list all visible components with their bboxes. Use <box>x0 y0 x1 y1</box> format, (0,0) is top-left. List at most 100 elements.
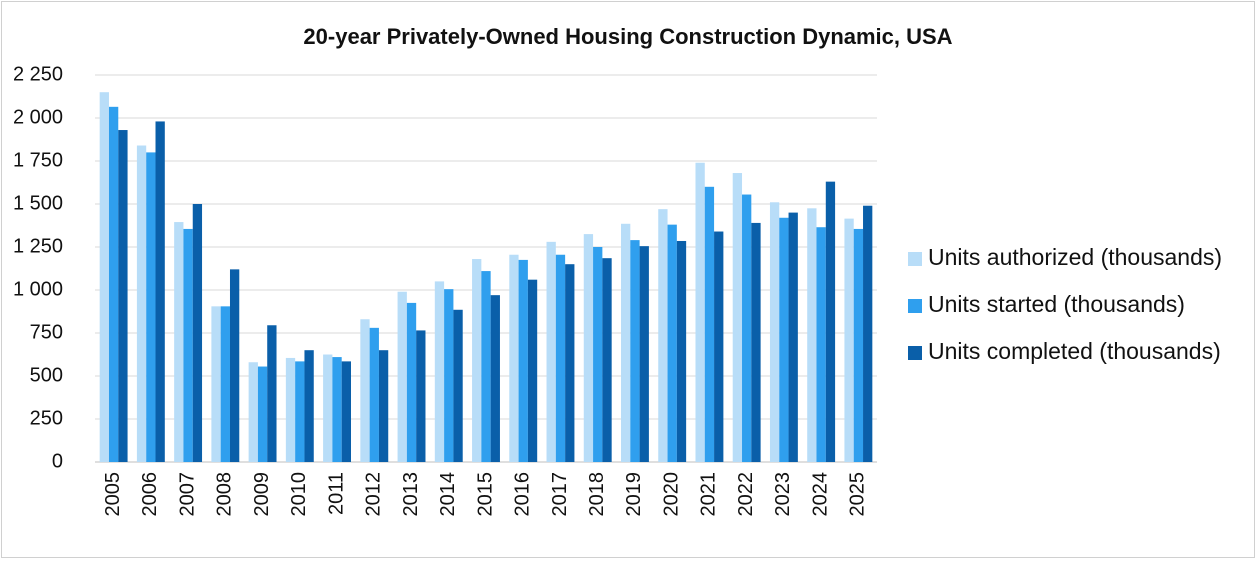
bar <box>676 240 687 462</box>
bar <box>369 327 379 462</box>
bar <box>295 361 305 462</box>
y-tick-label: 2 000 <box>13 106 63 128</box>
legend-marker <box>908 299 922 313</box>
bar <box>630 240 640 462</box>
x-tick-label: 2008 <box>214 472 236 517</box>
bar <box>527 279 538 462</box>
y-tick-label: 1 000 <box>13 278 63 300</box>
x-tick-label: 2012 <box>363 472 385 517</box>
bar <box>714 231 724 462</box>
x-tick-label: 2009 <box>251 472 273 517</box>
bar <box>490 295 500 462</box>
x-tick-label: 2020 <box>660 472 682 517</box>
x-tick-label: 2021 <box>698 472 720 517</box>
bar <box>639 246 649 462</box>
x-tick-label: 2011 <box>325 472 347 515</box>
bar <box>155 121 165 462</box>
bar <box>863 205 873 462</box>
x-tick-label: 2007 <box>176 472 198 517</box>
bar <box>779 217 789 462</box>
x-tick-label: 2016 <box>512 472 534 517</box>
bar <box>174 222 184 462</box>
bar <box>434 281 445 462</box>
legend-label: Units completed (thousands) <box>928 338 1221 364</box>
bar <box>332 357 342 462</box>
bar <box>565 264 575 462</box>
y-tick-label: 2 250 <box>13 63 63 85</box>
bar <box>844 218 854 462</box>
bar <box>220 306 230 462</box>
legend-label: Units authorized (thousands) <box>928 244 1222 270</box>
bar <box>406 302 417 462</box>
bar <box>602 258 612 462</box>
bar <box>285 357 296 462</box>
bar <box>444 289 454 462</box>
x-tick-label: 2013 <box>400 472 422 517</box>
bar <box>378 350 389 462</box>
bar <box>192 204 203 462</box>
x-tick-label: 2025 <box>847 472 869 517</box>
x-tick-label: 2010 <box>288 472 310 517</box>
bar <box>807 208 817 462</box>
bar <box>118 130 128 463</box>
bar <box>769 202 780 462</box>
bar <box>257 366 268 462</box>
bar <box>323 354 333 462</box>
bar <box>732 173 743 463</box>
bar <box>555 254 566 462</box>
bar <box>341 361 351 462</box>
y-tick-label: 750 <box>30 321 63 343</box>
bar <box>509 254 519 462</box>
bar <box>583 234 594 462</box>
bar <box>304 350 314 462</box>
bar <box>267 325 277 462</box>
x-tick-label: 2014 <box>437 472 459 517</box>
bar <box>481 271 491 462</box>
bar <box>416 330 426 462</box>
bar <box>248 362 258 462</box>
bar <box>99 92 109 462</box>
bar <box>472 259 482 462</box>
x-tick-label: 2017 <box>549 472 571 517</box>
bar <box>788 212 798 462</box>
legend-label: Units started (thousands) <box>928 291 1185 317</box>
x-tick-label: 2024 <box>809 472 831 517</box>
bar <box>742 194 752 463</box>
y-tick-label: 500 <box>30 364 63 386</box>
bar <box>667 224 677 462</box>
bar <box>397 291 407 462</box>
bar <box>593 247 603 462</box>
y-tick-label: 1 500 <box>13 192 63 214</box>
bar <box>825 181 836 462</box>
bar <box>518 259 528 462</box>
x-tick-label: 2006 <box>139 472 161 517</box>
bar <box>453 309 463 462</box>
bar <box>853 228 864 462</box>
y-tick-label: 1 250 <box>13 235 63 257</box>
x-tick-label: 2023 <box>772 472 794 517</box>
bar <box>136 145 147 462</box>
bar <box>146 152 156 462</box>
bar <box>621 223 631 462</box>
bar <box>546 241 556 462</box>
y-tick-label: 250 <box>30 407 63 429</box>
chart-title: 20-year Privately-Owned Housing Construc… <box>303 24 952 49</box>
x-tick-label: 2022 <box>735 472 757 517</box>
bar <box>211 306 221 462</box>
legend-marker <box>908 346 922 360</box>
bar <box>751 222 761 462</box>
x-tick-label: 2018 <box>586 472 608 517</box>
bar <box>816 227 826 462</box>
y-tick-label: 0 <box>52 450 63 472</box>
x-tick-label: 2019 <box>623 472 645 517</box>
legend-marker <box>908 252 922 266</box>
bar <box>695 162 705 462</box>
x-tick-label: 2005 <box>102 472 124 517</box>
bar <box>183 228 193 462</box>
y-tick-label: 1 750 <box>13 149 63 171</box>
x-tick-label: 2015 <box>474 472 496 517</box>
bar <box>658 209 668 462</box>
bar <box>229 269 240 462</box>
